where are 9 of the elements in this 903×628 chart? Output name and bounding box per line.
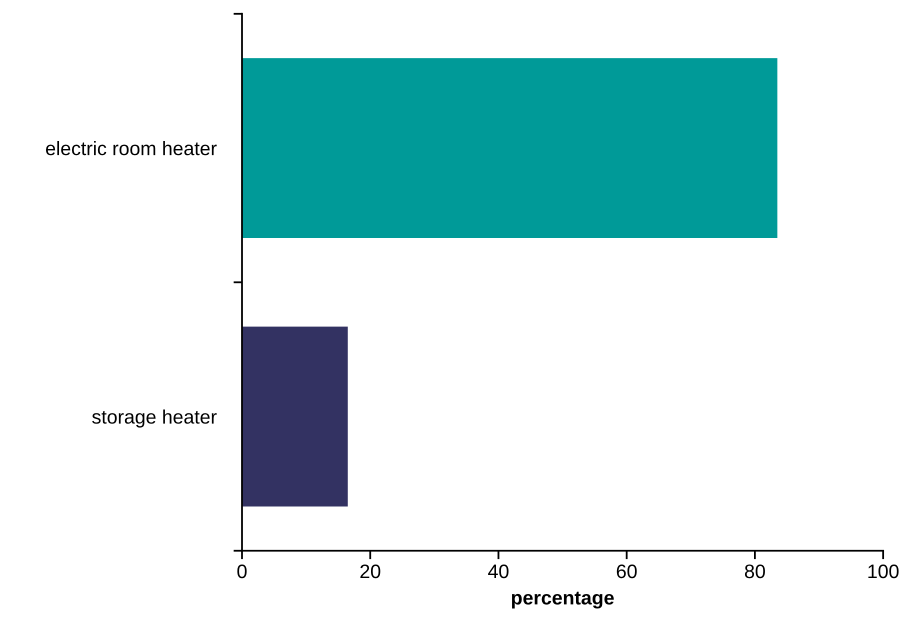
x-tick-label: 100 bbox=[868, 564, 899, 578]
x-tick-label: 20 bbox=[360, 564, 380, 578]
x-tick-label: 0 bbox=[237, 564, 247, 578]
x-axis-title: percentage bbox=[512, 592, 614, 609]
x-tick-label: 80 bbox=[744, 564, 765, 578]
y-tick-label: electric room heater bbox=[46, 141, 217, 156]
y-tick-label: storage heater bbox=[92, 409, 217, 428]
x-tick-label: 60 bbox=[616, 564, 637, 578]
x-tick-label: 40 bbox=[488, 564, 509, 578]
